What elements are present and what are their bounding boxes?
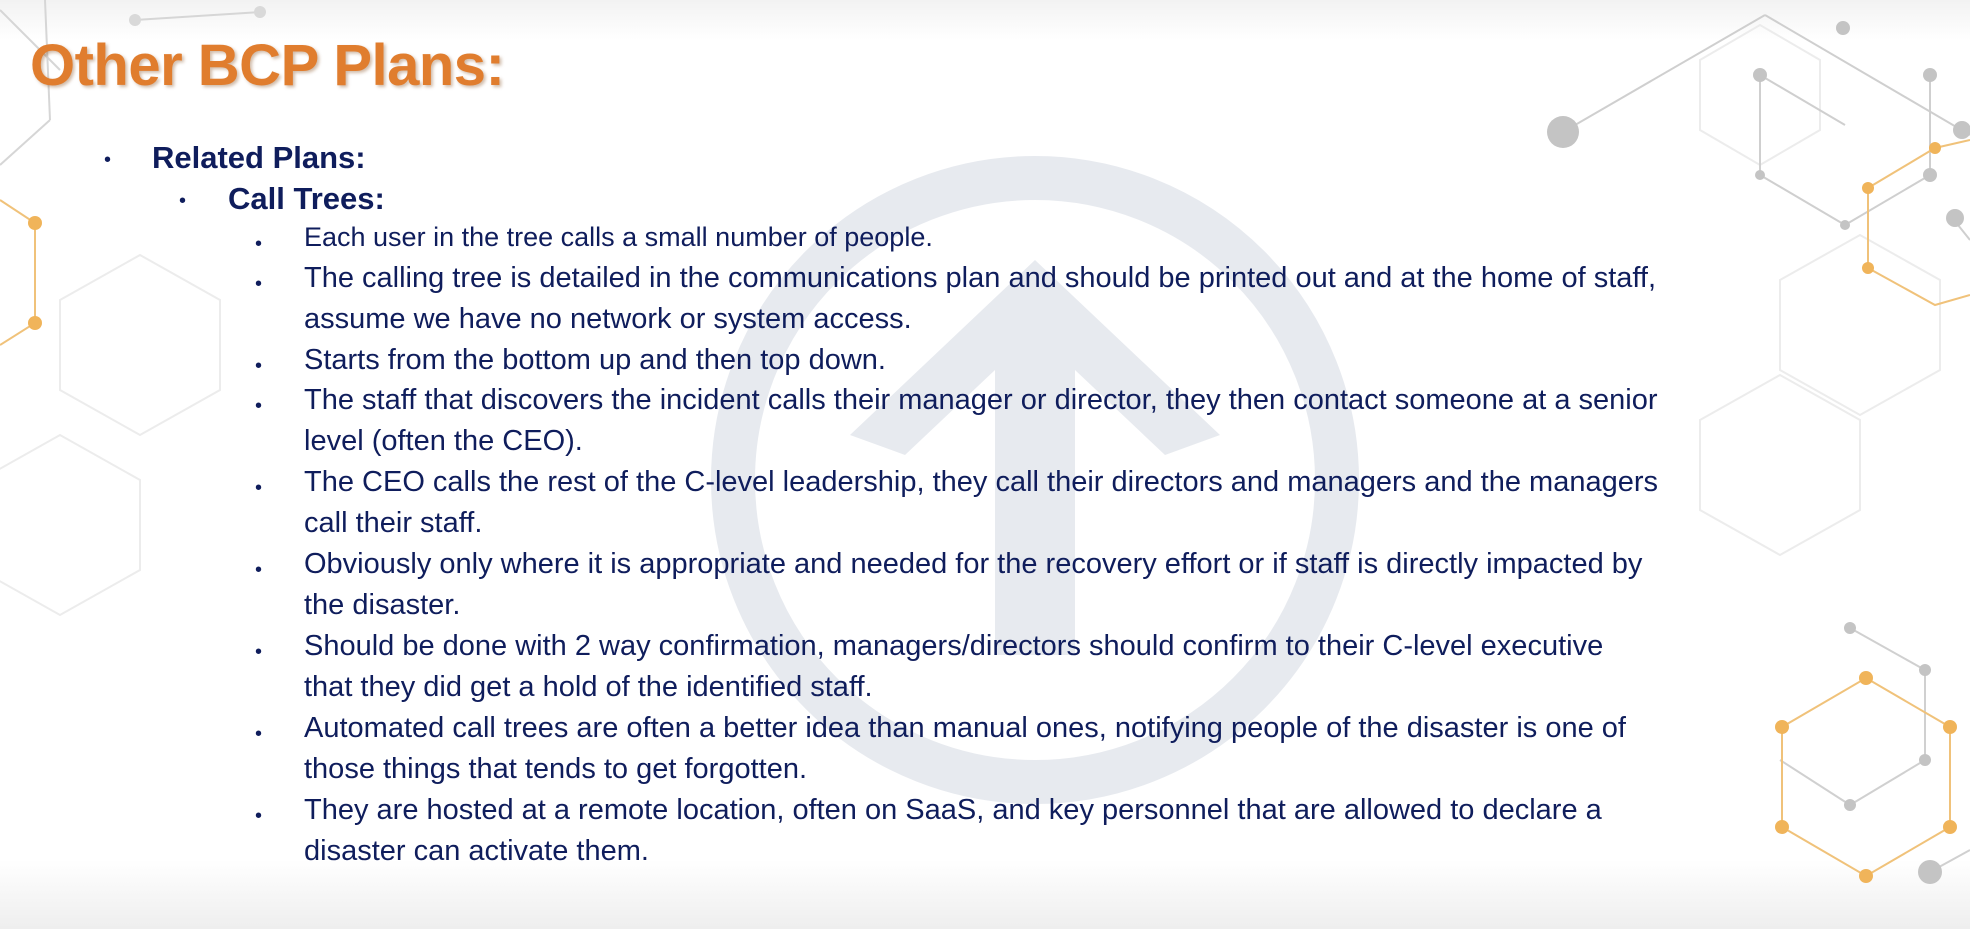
- bullet-item-line: Automated call trees are often a better …: [304, 712, 1626, 744]
- circle-arrow-logo-watermark: [711, 156, 1359, 804]
- call-trees-label: Call Trees:: [228, 181, 385, 216]
- related-plans-label: Related Plans:: [152, 140, 366, 175]
- orange-hexagon-left: [0, 199, 36, 346]
- bullet-item-line: They are hosted at a remote location, of…: [304, 794, 1602, 826]
- bullet-marker-level2: •: [179, 190, 187, 212]
- bullet-item-line: those things that tends to get forgotten…: [304, 753, 808, 785]
- bullet-item-line: that they did get a hold of the identifi…: [304, 671, 873, 703]
- bullet-marker-item: •: [255, 559, 263, 581]
- bullet-marker-item: •: [255, 395, 263, 417]
- bullet-item-line: The staff that discovers the incident ca…: [304, 384, 1658, 416]
- bullet-marker-item: •: [255, 723, 263, 745]
- bullet-marker-item: •: [255, 641, 263, 663]
- bullet-marker-item: •: [255, 273, 263, 295]
- bullet-item-line: The CEO calls the rest of the C-level le…: [304, 466, 1659, 498]
- bullet-item-line: Obviously only where it is appropriate a…: [304, 548, 1643, 580]
- bullet-marker-item: •: [255, 233, 263, 255]
- bullet-item-line: Starts from the bottom up and then top d…: [304, 344, 886, 376]
- bullet-marker-item: •: [255, 805, 263, 827]
- slide-title: Other BCP Plans:: [30, 33, 505, 98]
- bullet-item-line: call their staff.: [304, 507, 483, 539]
- bullet-marker-item: •: [255, 477, 263, 499]
- bullet-item-line: The calling tree is detailed in the comm…: [304, 262, 1657, 294]
- bullet-item-line: the disaster.: [304, 589, 461, 621]
- bullet-marker-item: •: [255, 355, 263, 377]
- bullet-marker-level1: •: [104, 149, 112, 171]
- bullet-item-line: Each user in the tree calls a small numb…: [304, 222, 933, 252]
- bullet-item-line: disaster can activate them.: [304, 835, 649, 867]
- bullet-item-line: assume we have no network or system acce…: [304, 303, 912, 335]
- bullet-item-line: Should be done with 2 way confirmation, …: [304, 630, 1604, 662]
- bullet-item-line: level (often the CEO).: [304, 425, 583, 457]
